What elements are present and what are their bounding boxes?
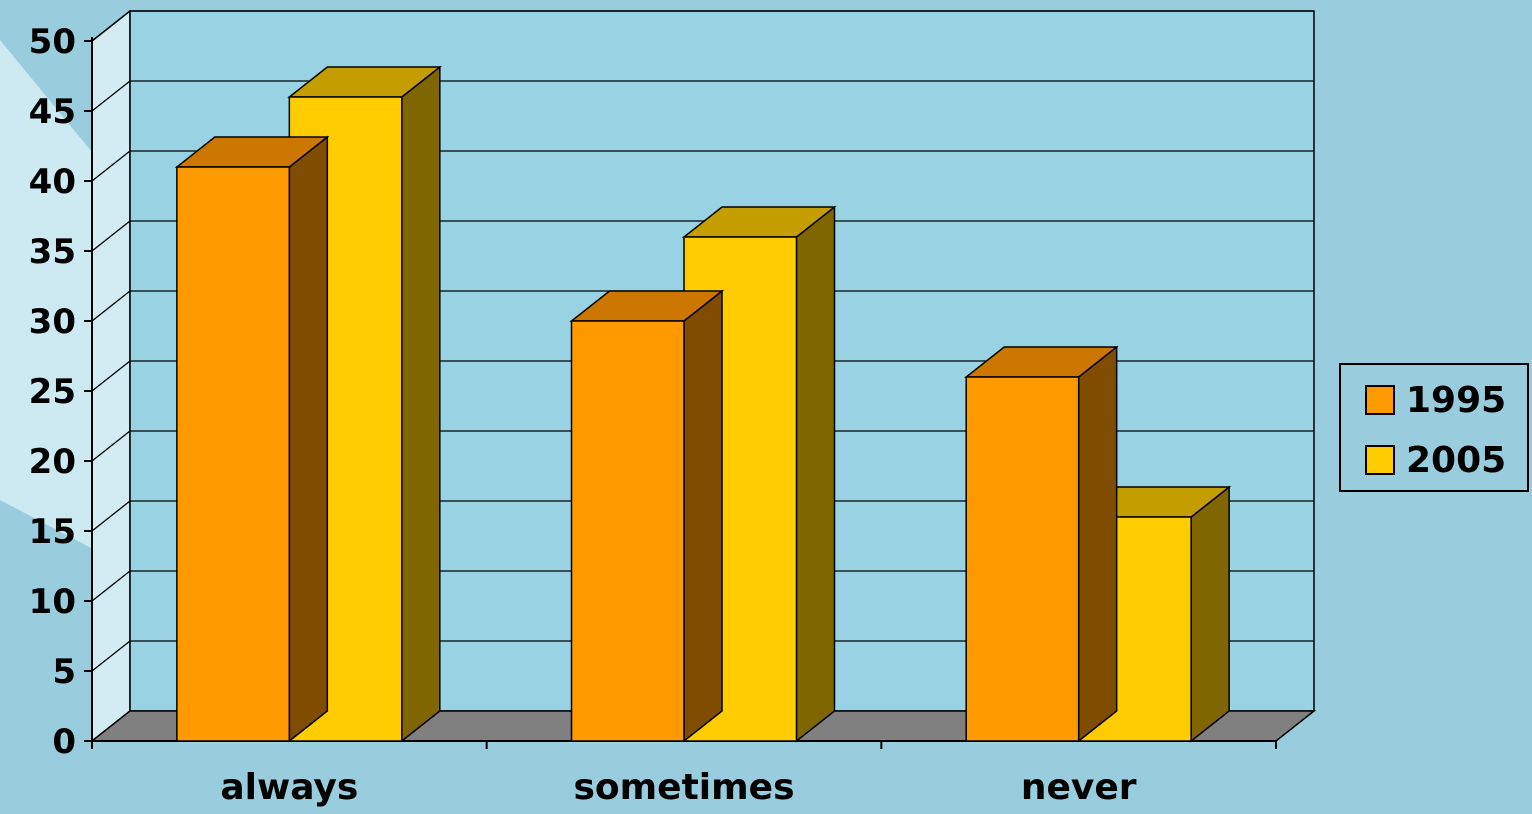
legend-item: 1995 (1365, 380, 1506, 421)
bar-side (288, 135, 329, 743)
gridline-side (91, 430, 131, 462)
bar-front (570, 320, 685, 742)
y-tick-label: 15 (29, 512, 76, 552)
x-axis-labels: always sometimes never (220, 767, 1136, 808)
y-tick-label: 50 (29, 22, 76, 62)
y-tick-label: 0 (52, 722, 76, 762)
bar (287, 65, 442, 743)
bar (174, 135, 330, 743)
y-tick-label: 5 (52, 652, 76, 692)
bar (569, 289, 725, 743)
bar-side (1077, 345, 1118, 743)
y-tick-label: 25 (29, 372, 76, 412)
gridline-side (91, 360, 131, 392)
y-axis-ticks (84, 40, 92, 742)
x-tick-label: never (1021, 767, 1137, 808)
gridline-side (91, 220, 131, 252)
y-tick-label: 10 (29, 582, 76, 622)
legend-swatch (1365, 385, 1395, 415)
bar-front (965, 376, 1080, 742)
legend-swatch (1365, 445, 1395, 475)
gridline-side (91, 500, 131, 532)
legend-label: 1995 (1406, 380, 1506, 421)
y-tick-label: 35 (29, 232, 76, 272)
y-axis-labels: 0 5 10 15 20 25 30 35 40 45 50 (29, 22, 76, 762)
gridline-side (91, 640, 131, 672)
x-tick-label: always (220, 767, 358, 808)
x-axis-ticks (91, 741, 1277, 749)
legend-items: 1995 2005 (1365, 380, 1506, 481)
bars (174, 65, 1232, 743)
y-tick-label: 20 (29, 442, 76, 482)
gridline-side (91, 10, 131, 42)
bar-front (176, 166, 291, 742)
legend-item: 2005 (1365, 440, 1506, 481)
bar-side (795, 205, 836, 743)
y-tick-label: 40 (29, 162, 76, 202)
y-tick-label: 30 (29, 302, 76, 342)
gridline-side (91, 570, 131, 602)
y-tick-label: 45 (29, 92, 76, 132)
bar (964, 345, 1119, 743)
legend: 1995 2005 (1339, 363, 1529, 492)
bar-side (401, 65, 441, 743)
bar-side (683, 289, 723, 743)
gridline-side (91, 290, 131, 322)
legend-label: 2005 (1406, 440, 1506, 481)
gridline-side (91, 150, 131, 182)
gridline-side (91, 80, 131, 112)
x-tick-label: sometimes (574, 767, 795, 808)
bar-side (1190, 485, 1230, 743)
